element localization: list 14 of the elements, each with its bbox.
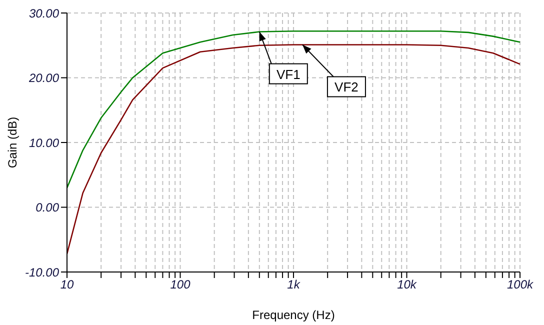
y-tick-label: 10.00 [28,136,60,150]
y-tick-label: 30.00 [28,6,60,20]
x-axis-title: Frequency (Hz) [252,308,335,322]
x-tick-label: 10 [60,278,74,292]
x-tick-label: 100 [170,278,191,292]
y-axis-title: Gain (dB) [5,116,20,168]
x-tick-label: 100k [506,278,534,292]
y-tick-label: 0.00 [36,200,60,215]
x-tick-label: 1k [287,278,301,292]
annotation: VF1 [276,66,300,82]
y-tick-label: 20.00 [28,71,60,86]
annotation: VF2 [334,80,358,95]
y-tick-label: -10.00 [24,265,60,280]
x-tick-label: 10k [397,278,418,292]
